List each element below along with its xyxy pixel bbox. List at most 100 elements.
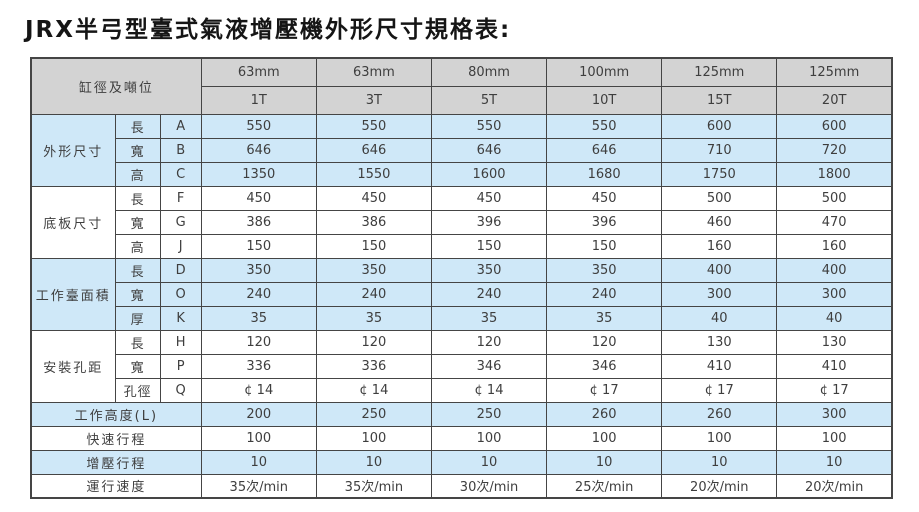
- col-header-bore: 125mm: [776, 57, 893, 87]
- value-cell: 100: [661, 425, 778, 451]
- dim-label: 寬: [114, 281, 161, 307]
- value-cell: 100: [776, 425, 893, 451]
- value-cell: 120: [546, 329, 663, 355]
- spec-table: 缸徑及噸位 63mm 63mm 80mm 100mm 125mm 125mm 1T 3T 5T 10…: [30, 57, 893, 499]
- value-cell: 100: [315, 425, 432, 451]
- value-cell: 646: [200, 137, 317, 163]
- dim-label: 厚: [114, 305, 161, 331]
- value-cell: 250: [315, 401, 432, 427]
- value-cell: 240: [430, 281, 548, 307]
- table-row: 快速行程 100 100 100 100 100 100: [30, 425, 893, 451]
- value-cell: 10: [200, 449, 317, 475]
- code-label: O: [159, 281, 202, 307]
- table-row: 工作高度(L) 200 250 250 260 260 300: [30, 401, 893, 427]
- table-row: 運行速度 35次/min 35次/min 30次/min 25次/min 20次/min 2…: [30, 473, 893, 499]
- value-cell: 350: [430, 257, 548, 283]
- value-cell: 10: [661, 449, 778, 475]
- value-cell: 100: [430, 425, 548, 451]
- value-cell: 646: [546, 137, 663, 163]
- value-cell: 470: [776, 209, 893, 235]
- value-cell: 120: [200, 329, 317, 355]
- value-cell: 720: [776, 137, 893, 163]
- value-cell: 10: [315, 449, 432, 475]
- col-header-bore: 125mm: [661, 57, 778, 87]
- value-cell: 240: [315, 281, 432, 307]
- table-row: 寬 O 240 240 240 240 300 300: [31, 281, 893, 307]
- page-title: JRX半弓型臺式氣液增壓機外形尺寸規格表:: [25, 17, 512, 43]
- code-label: J: [159, 233, 202, 259]
- value-cell: 550: [200, 113, 317, 139]
- col-header-tonnage: 10T: [546, 85, 663, 115]
- value-cell: 600: [661, 113, 778, 139]
- value-cell: 10: [430, 449, 548, 475]
- code-label: G: [159, 209, 202, 235]
- value-cell: ¢ 17: [776, 377, 893, 403]
- table-row: 外形尺寸長 A 550 550 550 550 600 600: [30, 113, 893, 187]
- value-cell: 35次/min: [200, 473, 317, 499]
- value-cell: 25次/min: [546, 473, 663, 499]
- code-label: F: [159, 185, 202, 211]
- col-header-tonnage: 20T: [776, 85, 893, 115]
- col-header-bore: 80mm: [430, 57, 548, 87]
- dim-label: 孔徑: [114, 377, 161, 403]
- value-cell: 35: [315, 305, 432, 331]
- footer-label: 運行速度: [30, 473, 202, 499]
- table-row: 厚 K 35 35 35 35 40 40: [31, 305, 893, 331]
- dim-label: 長: [114, 185, 161, 211]
- value-cell: 550: [546, 113, 663, 139]
- value-cell: 35: [546, 305, 663, 331]
- value-cell: 35次/min: [315, 473, 432, 499]
- value-cell: 300: [776, 401, 893, 427]
- group-label: 底板尺寸: [30, 185, 116, 259]
- col-header-tonnage: 5T: [430, 85, 548, 115]
- table-row: 增壓行程 10 10 10 10 10 10: [30, 449, 893, 475]
- value-cell: 35: [430, 305, 548, 331]
- value-cell: ¢ 14: [430, 377, 548, 403]
- dim-label: 高: [114, 161, 161, 187]
- value-cell: 100: [200, 425, 317, 451]
- value-cell: ¢ 17: [546, 377, 663, 403]
- col-header-tonnage: 3T: [315, 85, 432, 115]
- code-label: Q: [159, 377, 202, 403]
- code-label: K: [159, 305, 202, 331]
- footer-label: 快速行程: [30, 425, 202, 451]
- value-cell: 396: [430, 209, 548, 235]
- value-cell: 30次/min: [430, 473, 548, 499]
- value-cell: 10: [776, 449, 893, 475]
- value-cell: 160: [661, 233, 778, 259]
- value-cell: 500: [661, 185, 778, 211]
- col-header-bore: 63mm: [315, 57, 432, 87]
- value-cell: 150: [200, 233, 317, 259]
- value-cell: 396: [546, 209, 663, 235]
- value-cell: 120: [315, 329, 432, 355]
- col-header-bore: 63mm: [200, 57, 317, 87]
- value-cell: ¢ 14: [315, 377, 432, 403]
- value-cell: 646: [430, 137, 548, 163]
- table-row: 工作臺面積長 D 350 350 350 350 400 400: [30, 257, 893, 331]
- dim-label: 寬: [114, 137, 161, 163]
- value-cell: 300: [661, 281, 778, 307]
- value-cell: 410: [776, 353, 893, 379]
- code-label: H: [159, 329, 202, 355]
- value-cell: ¢ 17: [661, 377, 778, 403]
- group-label: 外形尺寸: [30, 113, 116, 187]
- value-cell: 350: [546, 257, 663, 283]
- value-cell: 1350: [200, 161, 317, 187]
- value-cell: 260: [661, 401, 778, 427]
- value-cell: 1750: [661, 161, 778, 187]
- value-cell: 460: [661, 209, 778, 235]
- value-cell: 300: [776, 281, 893, 307]
- value-cell: 40: [661, 305, 778, 331]
- spec-table-body: 外形尺寸長 A 550 550 550 550 600 600 寬 B 646 646 646 646 71…: [30, 113, 893, 499]
- table-row: 寬 G 386 386 396 396 460 470: [31, 209, 893, 235]
- dim-label: 寬: [114, 209, 161, 235]
- value-cell: 646: [315, 137, 432, 163]
- col-header-tonnage: 1T: [200, 85, 317, 115]
- value-cell: 550: [430, 113, 548, 139]
- value-cell: 35: [200, 305, 317, 331]
- code-label: B: [159, 137, 202, 163]
- code-label: P: [159, 353, 202, 379]
- value-cell: 710: [661, 137, 778, 163]
- value-cell: 240: [546, 281, 663, 307]
